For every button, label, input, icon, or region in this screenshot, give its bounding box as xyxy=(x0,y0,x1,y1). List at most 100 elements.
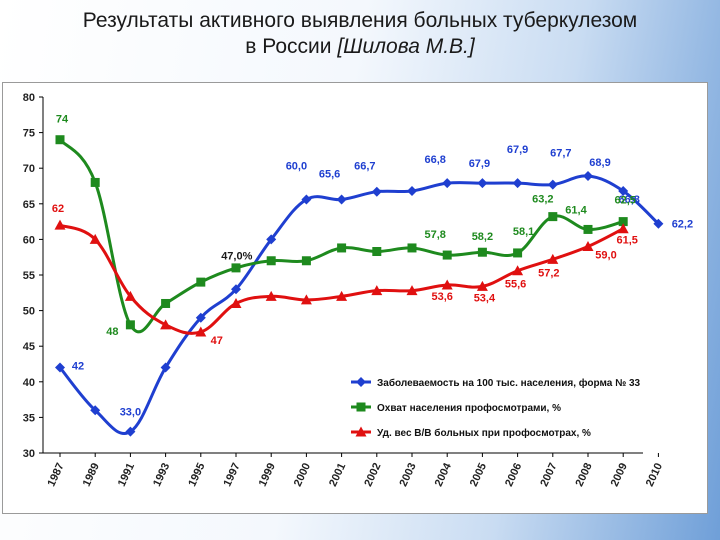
x-tick-label: 1999 xyxy=(257,461,278,488)
series-0-point xyxy=(301,194,312,205)
title-citation: [Шилова М.В.] xyxy=(337,35,475,58)
series-0-point xyxy=(407,185,417,196)
data-label: 59,0 xyxy=(595,250,616,262)
x-tick-label: 1989 xyxy=(81,461,102,488)
series-2-point xyxy=(406,285,418,296)
series-0-point xyxy=(266,234,277,245)
series-1-point xyxy=(513,248,523,258)
x-tick-label: 1993 xyxy=(151,461,172,488)
series-0-point xyxy=(371,186,382,197)
series-1-point xyxy=(231,263,241,273)
series-2-point xyxy=(582,241,594,252)
legend-label-1: Охват населения профосмотрами, % xyxy=(377,402,561,414)
series-0-point xyxy=(653,218,664,229)
y-tick-label: 65 xyxy=(23,199,35,211)
data-label: 60,0 xyxy=(286,161,307,173)
series-markers xyxy=(54,135,664,437)
x-tick-label: 2006 xyxy=(503,461,524,488)
slide-title: Результаты активного выявления больных т… xyxy=(0,8,720,60)
data-label: 67,9 xyxy=(469,158,490,170)
x-tick-label: 1997 xyxy=(221,461,242,488)
legend: Заболеваемость на 100 тыс. населения, фо… xyxy=(351,377,641,439)
data-label: 48 xyxy=(106,326,118,338)
data-label: 62,2 xyxy=(672,219,693,231)
series-1-point xyxy=(618,217,628,227)
data-label: 53,4 xyxy=(474,292,496,304)
series-2-point xyxy=(371,285,383,296)
legend-marker-1 xyxy=(356,402,366,412)
y-tick-label: 55 xyxy=(23,270,35,282)
x-tick-label: 2008 xyxy=(573,461,594,488)
data-label: 62,5 xyxy=(614,195,635,207)
series-2-point xyxy=(547,253,559,264)
series-2-point xyxy=(89,233,101,244)
data-label: 63,2 xyxy=(532,194,553,206)
y-tick-label: 40 xyxy=(23,377,35,389)
data-label: 57,8 xyxy=(424,229,445,241)
legend-label-2: Уд. вес В/В больных при профосмотрах, % xyxy=(377,427,591,439)
series-0-point xyxy=(336,194,347,205)
series-0-point xyxy=(547,179,558,190)
data-label: 66,8 xyxy=(424,154,445,166)
chart-frame: 30 35 40 45 50 55 60 65 70 75 80 1987 1989 1991 1993 19… xyxy=(2,82,708,514)
data-label: 67,7 xyxy=(550,148,571,160)
data-label: 58,2 xyxy=(472,231,493,243)
series-0-point xyxy=(442,178,453,189)
y-tick-label: 30 xyxy=(23,448,35,460)
series-2-point xyxy=(441,279,453,290)
data-label: 57,2 xyxy=(538,267,559,279)
series-1-point xyxy=(266,256,276,266)
series-lines xyxy=(58,138,660,435)
series-2-point xyxy=(230,297,242,308)
series-1-point xyxy=(161,298,171,308)
data-label: 61,4 xyxy=(565,204,587,216)
x-tick-label: 1987 xyxy=(45,461,66,488)
series-1-point xyxy=(583,224,593,234)
x-tick-label: 2010 xyxy=(644,461,665,488)
series-1-point xyxy=(90,177,100,187)
data-label: 67,9 xyxy=(507,144,528,156)
y-tick-label: 60 xyxy=(23,234,35,246)
series-2-point xyxy=(336,290,348,301)
legend-label-0: Заболеваемость на 100 тыс. населения, фо… xyxy=(377,377,641,389)
y-tick-label: 35 xyxy=(23,412,35,424)
series-line-1 xyxy=(58,138,624,334)
y-tick-label: 75 xyxy=(23,128,35,140)
series-0-point xyxy=(90,405,101,416)
data-label: 66,7 xyxy=(354,161,375,173)
series-0-point xyxy=(583,171,593,182)
series-1-point xyxy=(337,243,347,253)
x-tick-label: 1995 xyxy=(186,461,207,488)
line-chart: 30 35 40 45 50 55 60 65 70 75 80 1987 1989 1991 1993 19… xyxy=(23,92,693,488)
series-0-point xyxy=(512,178,523,189)
series-2-point xyxy=(512,265,524,276)
data-label: 47,0% xyxy=(221,251,252,263)
legend-marker-2 xyxy=(355,426,367,437)
series-2-point xyxy=(617,223,629,234)
data-label: 53,6 xyxy=(431,291,452,303)
title-line-1: Результаты активного выявления больных т… xyxy=(82,9,638,32)
series-2-point xyxy=(195,326,207,337)
series-0-point xyxy=(195,312,206,323)
x-tick-label: 2002 xyxy=(362,461,383,488)
data-label: 66,8 xyxy=(618,194,639,206)
x-tick-label: 2005 xyxy=(468,461,489,488)
series-1-point xyxy=(548,212,558,222)
series-1-point xyxy=(55,135,65,145)
series-2-point xyxy=(300,294,312,305)
series-2-point xyxy=(265,290,277,301)
y-tick-label: 70 xyxy=(23,163,35,175)
series-0-point xyxy=(125,426,136,437)
series-2-point xyxy=(476,280,488,291)
data-label: 42 xyxy=(72,361,84,373)
data-labels: 42 33,0 47,0% 60,0 65,6 66,7 66,8 67,9 67,9 67,7 6… xyxy=(52,114,693,419)
series-0-point xyxy=(160,362,171,373)
series-0-point xyxy=(55,362,65,373)
data-label: 58,1 xyxy=(513,226,534,238)
data-label: 74 xyxy=(56,114,69,126)
series-1-point xyxy=(196,277,206,287)
series-1-point xyxy=(442,250,452,260)
data-label: 65,6 xyxy=(319,169,340,181)
x-tick-label: 2001 xyxy=(327,461,348,488)
series-2-point xyxy=(124,290,136,301)
